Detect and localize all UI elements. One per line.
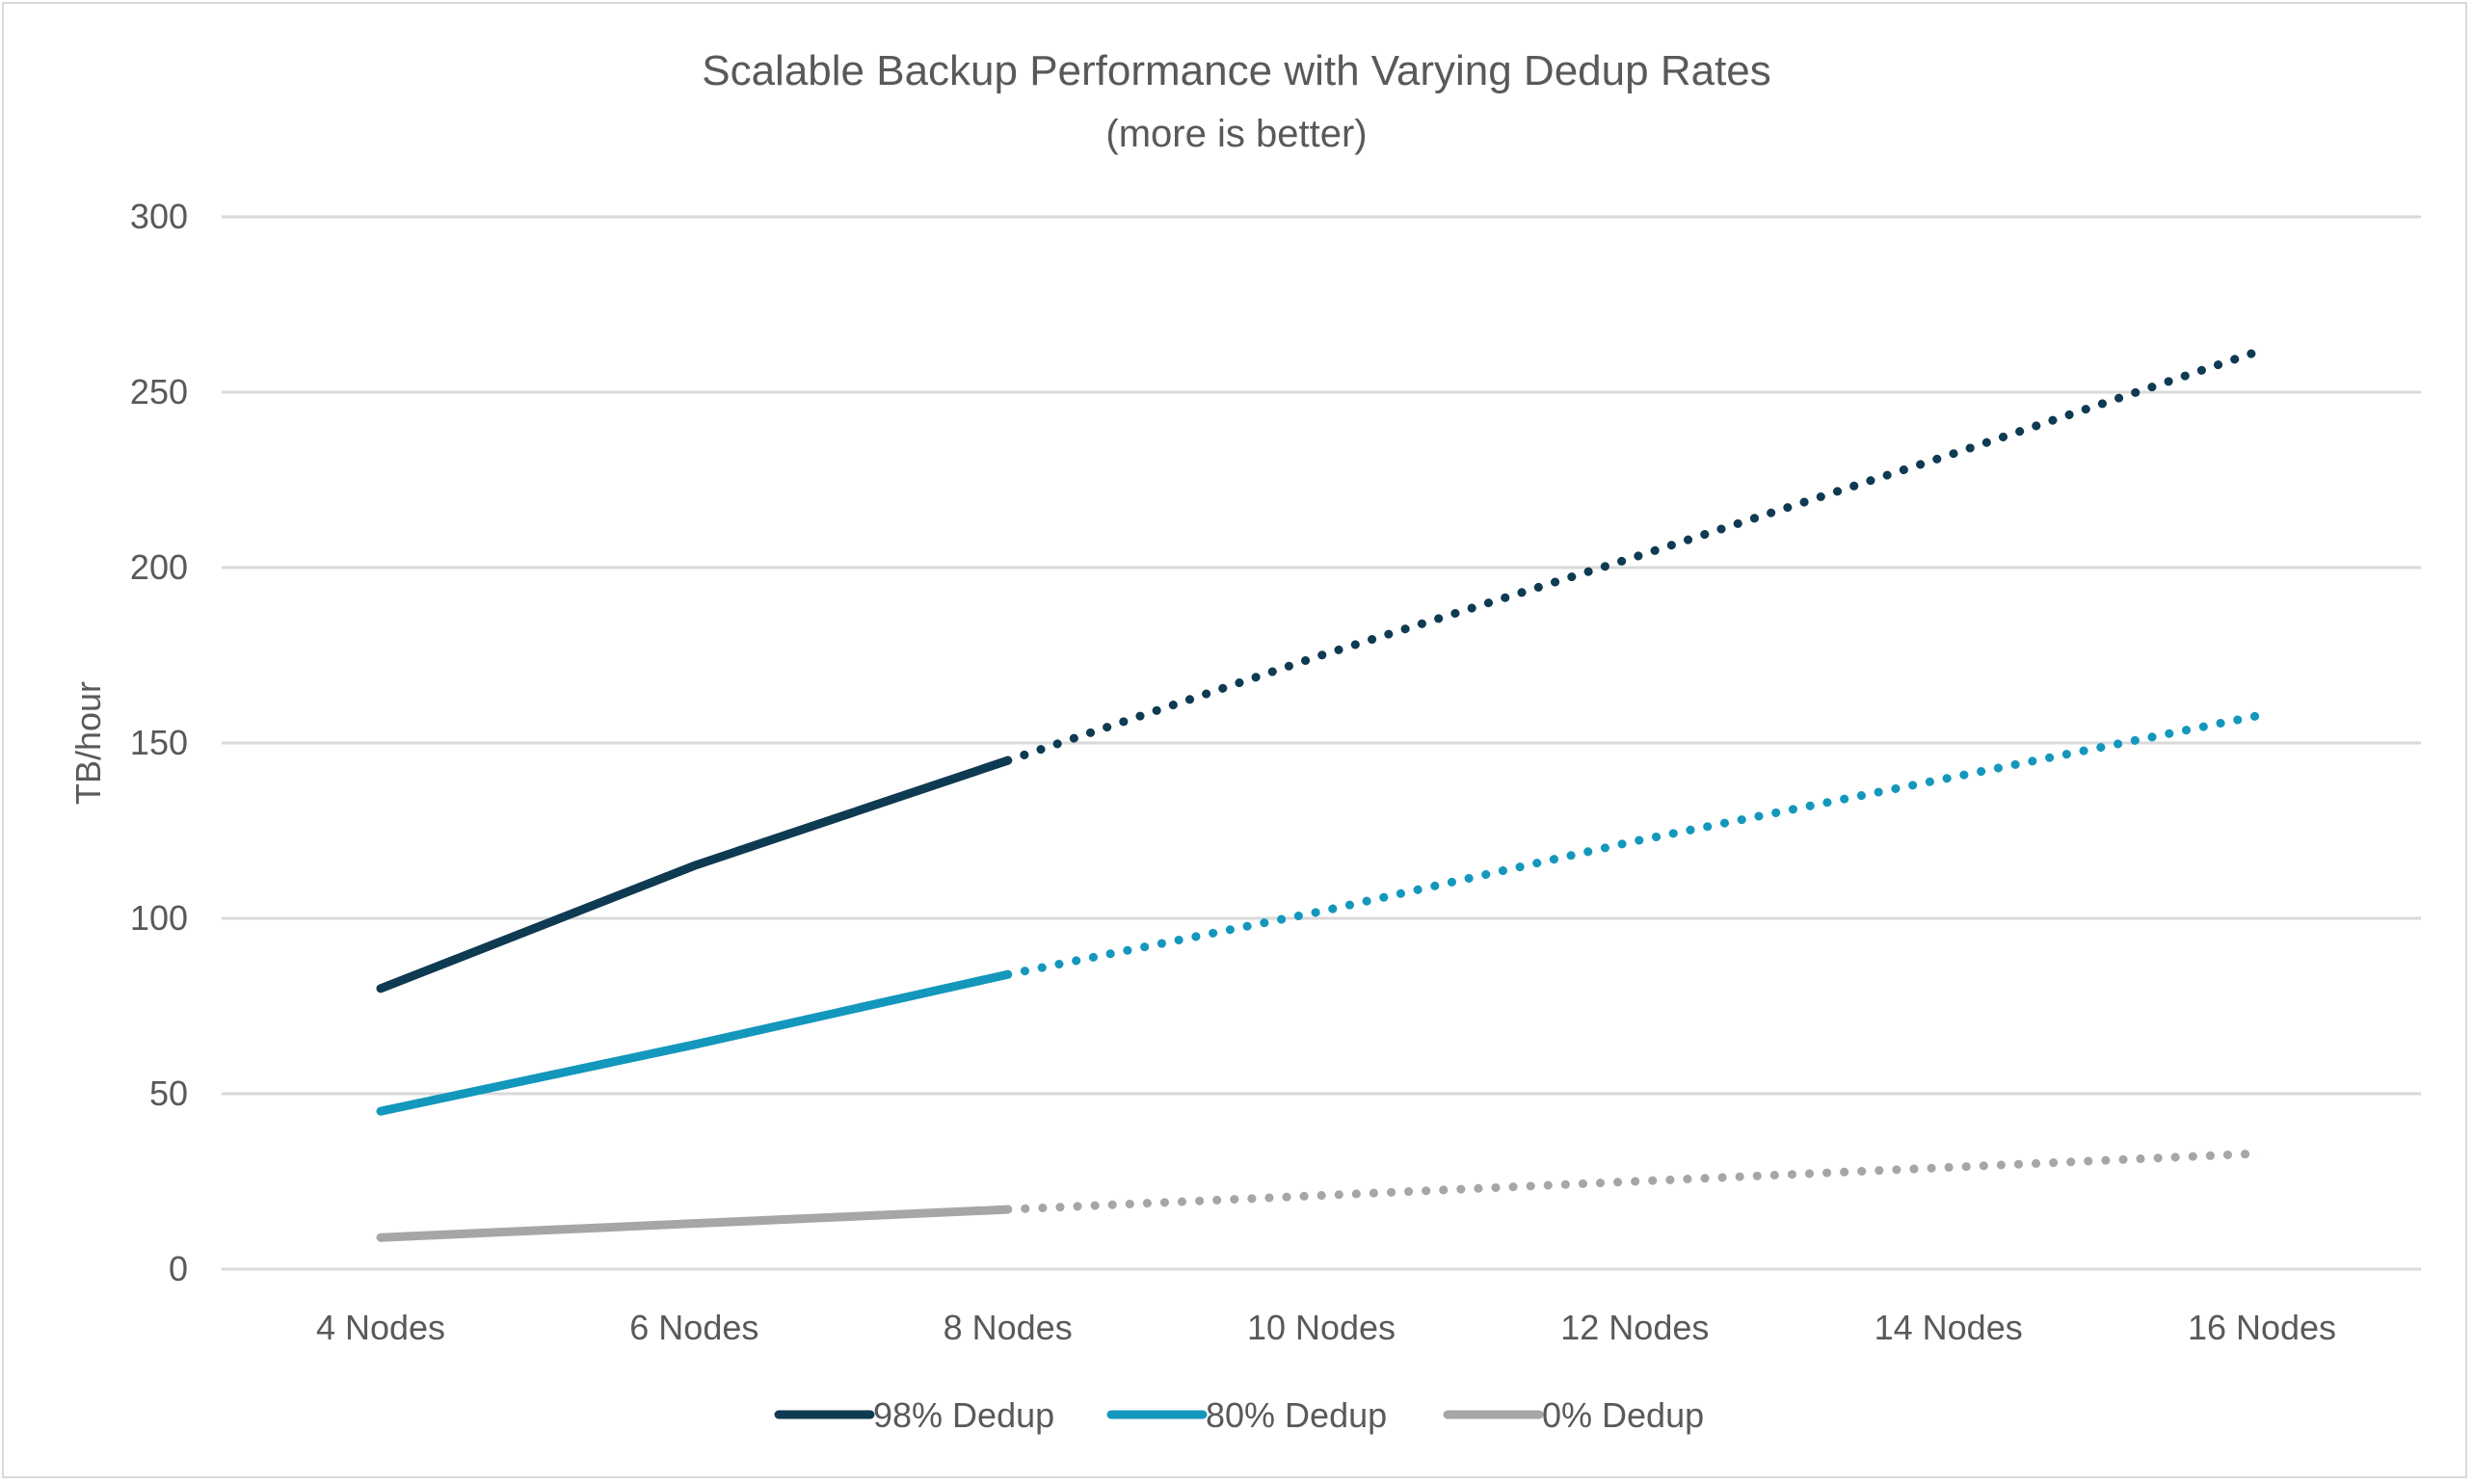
chart-subtitle: (more is better) [1105, 113, 1367, 155]
series-line-projected [1003, 345, 2267, 765]
x-tick-label: 8 Nodes [944, 1308, 1073, 1347]
chart-title: Scalable Backup Performance with Varying… [702, 47, 1771, 94]
series-line-measured [376, 755, 1013, 994]
legend-item: 80% Dedup [1106, 1395, 1387, 1435]
series-line-measured [376, 969, 1013, 1116]
series-line-projected [1003, 710, 2267, 979]
x-tick-label: 6 Nodes [629, 1308, 758, 1347]
legend-label: 80% Dedup [1206, 1395, 1387, 1435]
x-tick-label: 10 Nodes [1247, 1308, 1396, 1347]
x-tick-label: 16 Nodes [2188, 1308, 2336, 1347]
y-axis-label: TB/hour [68, 681, 108, 805]
x-tick-label: 14 Nodes [1875, 1308, 2023, 1347]
y-tick-label: 0 [169, 1249, 188, 1288]
legend-item: 0% Dedup [1443, 1395, 1704, 1435]
y-tick-label: 50 [149, 1073, 188, 1113]
legend-label: 0% Dedup [1542, 1395, 1704, 1435]
y-tick-label: 150 [130, 723, 188, 762]
legend-label: 98% Dedup [873, 1395, 1054, 1435]
x-tick-label: 4 Nodes [316, 1308, 445, 1347]
y-tick-label: 100 [130, 898, 188, 938]
legend-item: 98% Dedup [774, 1395, 1054, 1435]
x-tick-label: 12 Nodes [1560, 1308, 1709, 1347]
y-tick-label: 250 [130, 372, 188, 411]
y-tick-label: 300 [130, 197, 188, 236]
y-tick-label: 200 [130, 547, 188, 587]
